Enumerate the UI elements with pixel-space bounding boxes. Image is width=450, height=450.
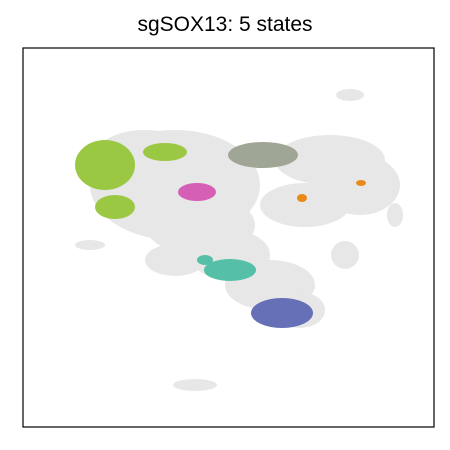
cluster-2 <box>228 142 298 168</box>
cluster-4-points <box>297 194 307 202</box>
cluster-4-points <box>356 180 366 186</box>
cluster-1-points <box>143 143 187 161</box>
cluster-1-points <box>75 140 135 190</box>
cluster-2-points <box>228 142 298 168</box>
cluster-5 <box>197 255 256 281</box>
cluster-3-points <box>178 183 216 201</box>
cluster-5-points <box>197 255 213 265</box>
background-cells <box>75 89 403 391</box>
cluster-6 <box>251 298 313 328</box>
cluster-1 <box>75 140 187 219</box>
cluster-3 <box>178 183 216 201</box>
cluster-4 <box>297 180 366 202</box>
cluster-6-points <box>251 298 313 328</box>
cluster-5-points <box>204 259 256 281</box>
cluster-1-points <box>95 195 135 219</box>
chart-title: sgSOX13: 5 states <box>137 13 313 36</box>
plot-frame <box>22 47 435 428</box>
